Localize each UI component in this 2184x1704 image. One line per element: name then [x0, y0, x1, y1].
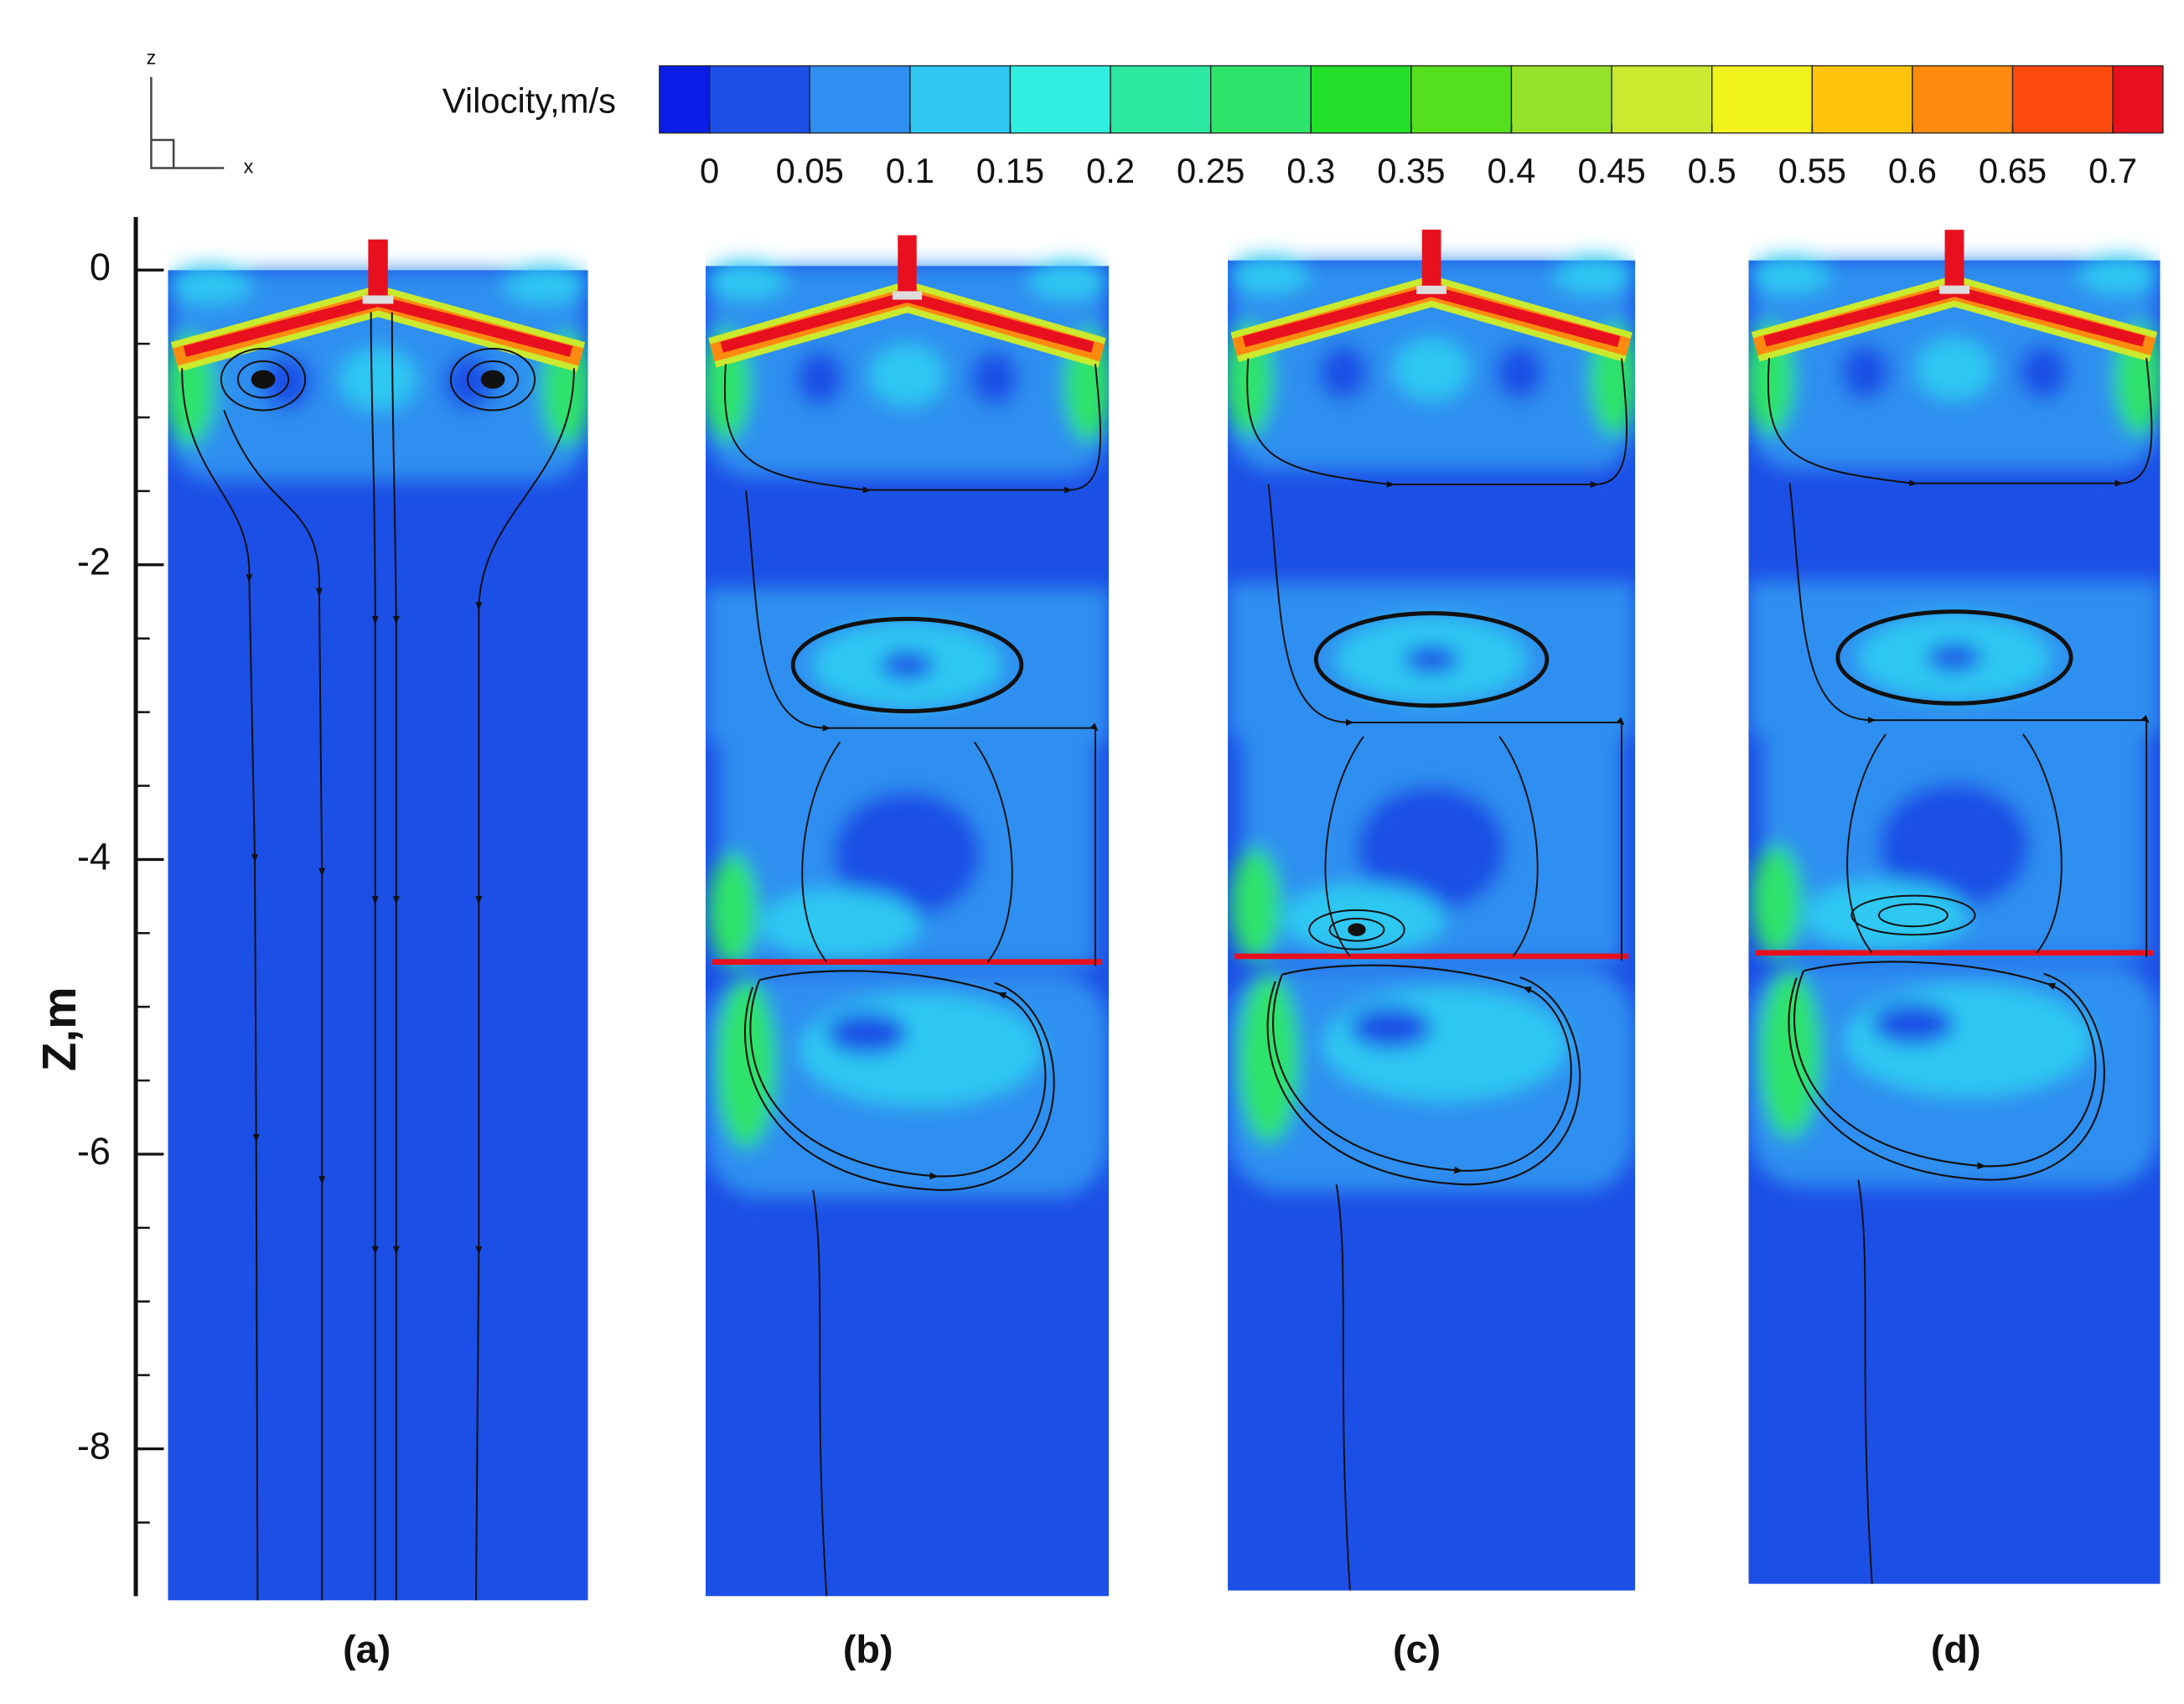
colorbar-cell [2112, 65, 2164, 134]
colorbar-tick-label: 0.05 [776, 151, 844, 190]
flow-shape [1308, 909, 1405, 950]
colorbar-tick-label: 0 [700, 151, 719, 190]
colorbar-cell [1811, 65, 1913, 134]
colorbar-cell [1711, 65, 1813, 134]
colorbar-cell [1912, 65, 2014, 134]
axis-triad [150, 76, 225, 169]
flow-shape [480, 370, 505, 389]
colorbar-cell [1510, 65, 1612, 134]
colorbar-cell [1410, 65, 1513, 134]
flow-shape [1328, 917, 1385, 942]
colorbar-tick-label: 0.3 [1286, 151, 1335, 190]
colorbar-tick-label: 0.55 [1778, 151, 1846, 190]
flow-shape [1878, 903, 1949, 928]
colorbar-tick-label: 0.1 [886, 151, 934, 190]
flow-shape [1348, 923, 1366, 936]
triad-label: z [147, 46, 157, 68]
flow-shape [1308, 909, 1405, 950]
colorbar-cell [2011, 65, 2114, 134]
colorbar-cell [809, 65, 911, 134]
colorbar-tick-label: 0.4 [1487, 151, 1535, 190]
colorbar-tick-label: 0.6 [1888, 151, 1937, 190]
colorbar-cell [1110, 65, 1212, 134]
flow-shape [449, 347, 536, 412]
panel-c [1224, 230, 1639, 1591]
colorbar-tick-label: 0.45 [1577, 151, 1645, 190]
flow-shape [1850, 894, 1976, 936]
panel-b [701, 236, 1113, 1597]
colorbar-cell [708, 65, 810, 134]
colorbar-cell [1310, 65, 1412, 134]
colorbar-label: Vilocity,m/s [442, 81, 616, 121]
colorbar-tick-label: 0.5 [1688, 151, 1736, 190]
triad-label: x [244, 156, 254, 178]
colorbar-tick-label: 0.25 [1177, 151, 1245, 190]
colorbar-cell [1611, 65, 1713, 134]
flow-shape [181, 368, 260, 1601]
flow-shape [236, 360, 290, 399]
flow-shape [151, 138, 175, 168]
colorbar-cell [909, 65, 1012, 134]
colorbar-cell [1209, 65, 1312, 134]
colorbar-tick-label: 0.35 [1377, 151, 1445, 190]
panel-a [163, 240, 592, 1601]
panel-d [1745, 230, 2165, 1584]
y-tick-label: -2 [77, 541, 111, 583]
flow-shape [466, 360, 520, 399]
y-tick-label: -6 [77, 1130, 111, 1173]
colorbar: 0 0.05 0.1 0.15 0.2 0.25 0.3 0.35 0.4 0.45 0.5 0.55… [659, 65, 2164, 190]
y-tick-label: -4 [77, 835, 111, 878]
panel-label: (c) [1393, 1628, 1441, 1671]
flow-shape [163, 240, 592, 1601]
y-axis-label: Z,m [34, 987, 86, 1071]
panel-label: (a) [343, 1628, 391, 1671]
y-tick-label: -8 [77, 1424, 111, 1467]
colorbar-cell [1009, 65, 1111, 134]
colorbar-tick-label: 0.2 [1086, 151, 1135, 190]
panel-label: (b) [843, 1628, 893, 1671]
colorbar-cell [659, 65, 711, 134]
colorbar-tick-label: 0.15 [976, 151, 1044, 190]
flow-shape [150, 76, 225, 169]
flow-shape [251, 370, 276, 389]
flow-shape [391, 312, 400, 1601]
panel-label: (d) [1931, 1628, 1981, 1671]
colorbar-tick-label: 0.7 [2088, 151, 2137, 190]
flow-shape [223, 410, 326, 1601]
flow-shape [474, 368, 575, 1601]
colorbar-tick-label: 0.65 [1979, 151, 2047, 190]
flow-shape [370, 312, 379, 1601]
streamlines [181, 312, 575, 1601]
flow-shape [220, 347, 307, 412]
flow-shape [1850, 894, 1976, 936]
y-tick-label: 0 [90, 246, 111, 288]
